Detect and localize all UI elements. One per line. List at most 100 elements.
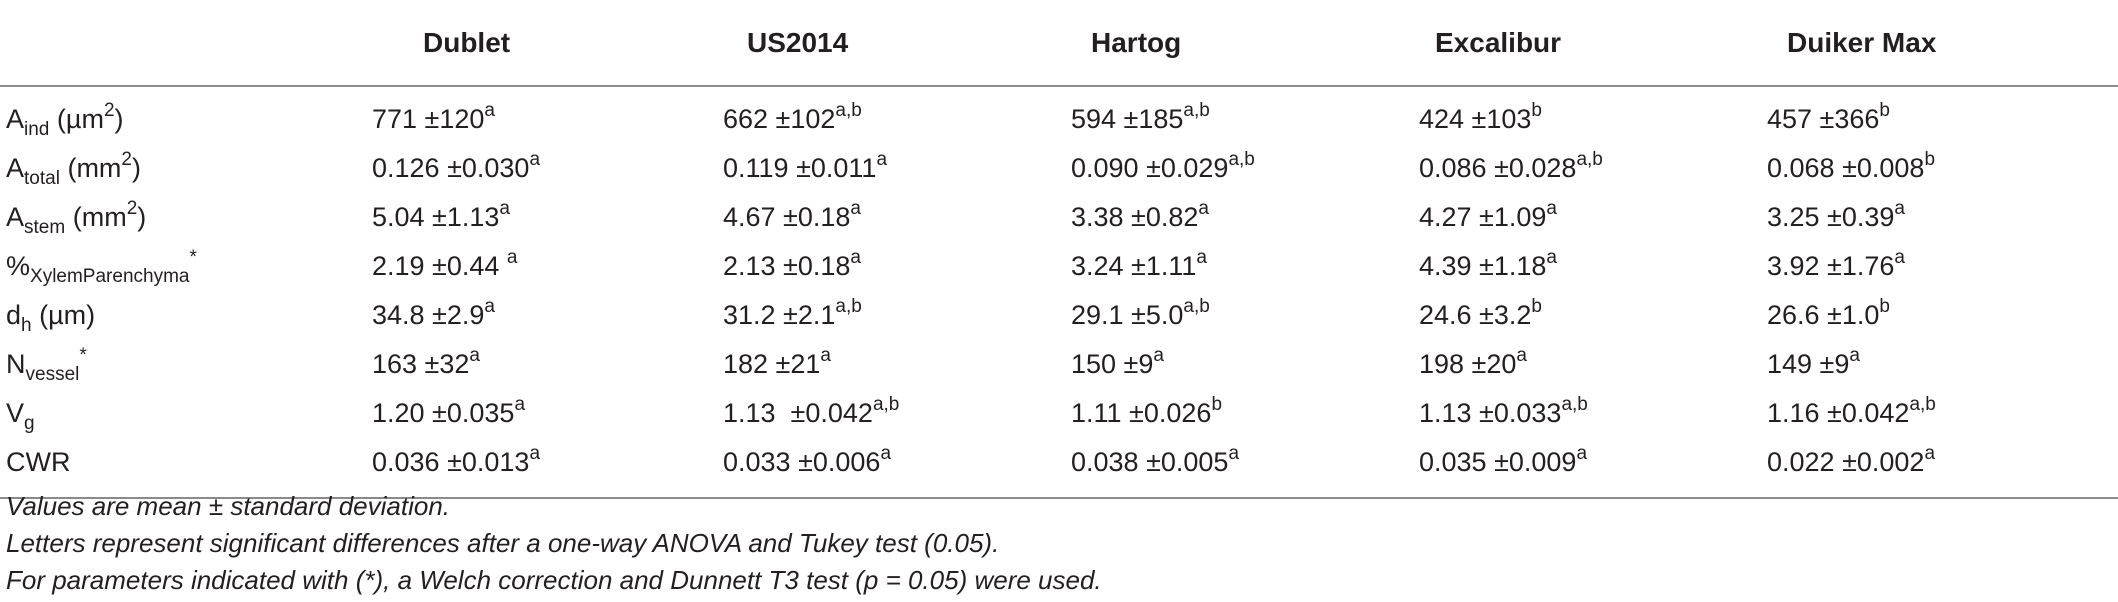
value-cell: 29.1 ±5.0a,b [1061,291,1409,340]
mean-sd-value: 424 ±103 [1419,104,1532,134]
significance-letters: a,b [835,296,862,317]
table-row: Atotal (mm2) 0.126 ±0.030a 0.119 ±0.011a 0.… [0,144,2118,193]
parameter-label: Nvessel* [0,340,365,389]
significance-letters: a [1924,443,1936,464]
mean-sd-value: 3.92 ±1.76 [1767,251,1895,281]
mean-sd-value: 0.036 ±0.013 [372,447,530,477]
value-cell: 26.6 ±1.0b [1757,291,2118,340]
parameter-subscript: g [24,413,35,434]
significance-letters: a [514,394,526,415]
value-cell: 182 ±21a [713,340,1061,389]
table-footnotes: Values are mean ± standard deviation. Le… [6,488,1102,599]
results-table-container: Dublet US2014 Hartog Excalibur Duiker Ma… [0,0,2118,499]
mean-sd-value: 5.04 ±1.13 [372,202,500,232]
mean-sd-value: 29.1 ±5.0 [1071,300,1184,330]
value-cell: 0.036 ±0.013a [365,438,713,499]
footnote-mean-sd: Values are mean ± standard deviation. [6,491,451,521]
significance-letters: a [1153,345,1164,366]
mean-sd-value: 0.038 ±0.005 [1071,447,1229,477]
table-row: dh (µm) 34.8 ±2.9a 31.2 ±2.1a,b 29.1 ±5.0a,… [0,291,2118,340]
value-cell: 24.6 ±3.2b [1409,291,1757,340]
value-cell: 3.92 ±1.76a [1757,242,2118,291]
value-cell: 3.38 ±0.82a [1061,193,1409,242]
mean-sd-value: 150 ±9 [1071,349,1154,379]
table-body: Aind (µm2) 771 ±120a 662 ±102a,b 594 ±185a,… [0,86,2118,499]
parameter-unit: m [63,300,87,330]
significance-letters: a [1516,345,1527,366]
mean-sd-value: 26.6 ±1.0 [1767,300,1880,330]
parameter-unit-exponent: 2 [121,149,132,170]
mean-sd-value: 662 ±102 [723,104,836,134]
significance-letters: b [1879,100,1890,121]
value-cell: 0.022 ±0.002a [1757,438,2118,499]
mean-sd-value: 182 ±21 [723,349,821,379]
value-cell: 3.24 ±1.11a [1061,242,1409,291]
parameter-symbol: A [6,104,25,134]
mean-sd-value: 24.6 ±3.2 [1419,300,1532,330]
significance-letters: a,b [1183,296,1210,317]
mean-sd-value: 3.24 ±1.11 [1071,251,1197,281]
parameter-unit-close: ) [114,104,124,134]
table-row: Aind (µm2) 771 ±120a 662 ±102a,b 594 ±185a,… [0,86,2118,144]
parameter-subscript: stem [24,217,66,238]
parameter-subscript: ind [24,119,50,140]
significance-letters: a [1894,247,1905,268]
significance-letters: a [1546,198,1557,219]
column-header-parameter [0,0,365,87]
mean-sd-value: 0.090 ±0.029 [1071,153,1229,183]
value-cell: 0.090 ±0.029a,b [1061,144,1409,193]
parameter-unit-open: ( [31,300,49,330]
mean-sd-value: 0.033 ±0.006 [723,447,881,477]
significance-letters: a [876,149,888,170]
mean-sd-value: 0.119 ±0.011 [723,153,877,183]
value-cell: 0.119 ±0.011a [713,144,1061,193]
parameter-label: %XylemParenchyma* [0,242,365,291]
mean-sd-value: 0.126 ±0.030 [372,153,530,183]
parameter-subscript: h [21,315,32,336]
significance-letters: a [469,345,480,366]
mean-sd-value: 3.25 ±0.39 [1767,202,1895,232]
value-cell: 1.13 ±0.033a,b [1409,389,1757,438]
significance-letters: a [499,198,510,219]
parameter-unit-exponent: 2 [126,198,138,219]
parameter-label: Astem (mm2) [0,193,365,242]
value-cell: 0.068 ±0.008b [1757,144,2118,193]
value-cell: 150 ±9a [1061,340,1409,389]
value-cell: 2.19 ±0.44 a [365,242,713,291]
parameter-symbol: d [6,300,22,330]
table-row: Vg 1.20 ±0.035a 1.13 ±0.042a,b 1.11 ±0.026b… [0,389,2118,438]
value-cell: 1.20 ±0.035a [365,389,713,438]
value-cell: 1.16 ±0.042a,b [1757,389,2118,438]
significance-letters: a,b [1561,394,1588,415]
parameter-label: Atotal (mm2) [0,144,365,193]
header-row: Dublet US2014 Hartog Excalibur Duiker Ma… [0,0,2118,87]
mean-sd-value: 3.38 ±0.82 [1071,202,1199,232]
value-cell: 594 ±185a,b [1061,86,1409,144]
value-cell: 3.25 ±0.39a [1757,193,2118,242]
significance-letters: a [529,443,541,464]
parameter-unit-open: ( [59,153,77,183]
mean-sd-value: 0.068 ±0.008 [1767,153,1925,183]
significance-letters: a [529,149,541,170]
parameter-unit-open: ( [65,202,82,232]
mean-sd-value: 594 ±185 [1071,104,1184,134]
value-cell: 0.035 ±0.009a [1409,438,1757,499]
significance-letters: a,b [1183,100,1210,121]
value-cell: 0.038 ±0.005a [1061,438,1409,499]
mean-sd-value: 149 ±9 [1767,349,1850,379]
value-cell: 4.27 ±1.09a [1409,193,1757,242]
footnote-welch: For parameters indicated with (*), a Wel… [6,565,1102,595]
parameter-label: Aind (µm2) [0,86,365,144]
significance-letters: a [1894,198,1905,219]
value-cell: 0.086 ±0.028a,b [1409,144,1757,193]
mean-sd-value: 31.2 ±2.1 [723,300,836,330]
mean-sd-value: 4.39 ±1.18 [1419,251,1547,281]
value-cell: 0.126 ±0.030a [365,144,713,193]
mean-sd-value: 163 ±32 [372,349,470,379]
value-cell: 5.04 ±1.13a [365,193,713,242]
significance-letters: a,b [1228,149,1255,170]
table-row: Astem (mm2) 5.04 ±1.13a 4.67 ±0.18a 3.38 ±0… [0,193,2118,242]
significance-letters: b [1879,296,1890,317]
significance-letters: a [484,296,495,317]
mean-sd-value: 1.11 ±0.026 [1071,398,1212,428]
